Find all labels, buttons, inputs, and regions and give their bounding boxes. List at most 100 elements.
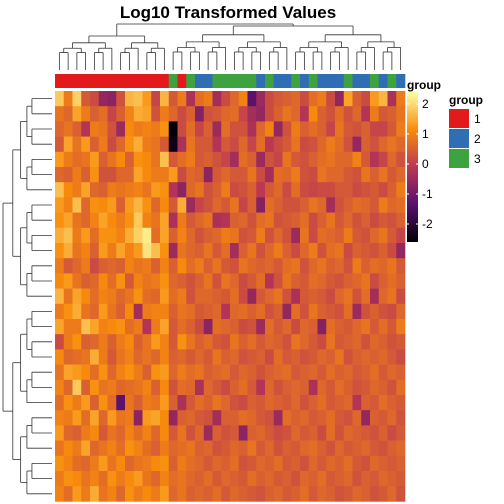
heatmap-cell	[186, 273, 196, 289]
heatmap-cell	[195, 288, 205, 305]
heatmap-cell	[90, 486, 100, 502]
heatmap-cell	[308, 182, 318, 198]
heatmap-cell	[63, 167, 73, 183]
group-annotation-cell	[151, 74, 161, 88]
heatmap-cell	[212, 243, 222, 259]
heatmap-cell	[55, 486, 65, 502]
heatmap-cell	[256, 167, 266, 183]
heatmap-cell	[195, 212, 205, 229]
heatmap-cell	[335, 440, 345, 457]
heatmap-cell	[212, 182, 222, 198]
heatmap-cell	[361, 227, 371, 244]
heatmap-cell	[63, 227, 73, 244]
heatmap-cell	[247, 486, 257, 502]
heatmap-cell	[291, 395, 301, 411]
heatmap-cell	[256, 364, 266, 381]
heatmap-cell	[282, 167, 292, 183]
heatmap-cell	[221, 151, 231, 168]
heatmap-cell	[186, 136, 196, 153]
heatmap-cell	[300, 258, 310, 274]
heatmap-cell	[230, 303, 240, 320]
heatmap-cell	[282, 212, 292, 229]
heatmap-cell	[352, 106, 362, 122]
heatmap-cell	[55, 425, 65, 441]
group-annotation-cell	[98, 74, 108, 88]
heatmap-cell	[326, 182, 336, 198]
heatmap-cell	[98, 319, 108, 335]
heatmap-cell	[142, 136, 152, 153]
colorbar-tick-label: 1	[422, 127, 429, 141]
heatmap-cell	[335, 455, 345, 472]
group-annotation-cell	[72, 74, 82, 88]
heatmap-cell	[396, 425, 406, 441]
heatmap-cell	[203, 425, 213, 441]
heatmap-cell	[247, 319, 257, 335]
heatmap-cell	[352, 121, 362, 137]
heatmap-cell	[247, 136, 257, 153]
heatmap-cell	[387, 182, 397, 198]
colorbar-tick-label: -1	[422, 187, 433, 201]
heatmap-cell	[361, 440, 371, 457]
heatmap-cell	[63, 121, 73, 137]
heatmap-cell	[90, 379, 100, 396]
heatmap-cell	[125, 288, 135, 305]
heatmap-cell	[90, 288, 100, 305]
heatmap-cell	[55, 167, 65, 183]
heatmap-cell	[378, 334, 388, 350]
heatmap-cell	[63, 334, 73, 350]
heatmap-cell	[352, 212, 362, 229]
heatmap-cell	[308, 334, 318, 350]
heatmap-cell	[133, 303, 143, 320]
heatmap-cell	[63, 319, 73, 335]
heatmap-cell	[256, 258, 266, 274]
heatmap-cell	[142, 258, 152, 274]
heatmap-cell	[195, 121, 205, 137]
heatmap-cell	[195, 151, 205, 168]
heatmap-cell	[116, 288, 126, 305]
heatmap-cell	[177, 91, 187, 107]
heatmap-cell	[168, 395, 178, 411]
heatmap-cell	[256, 395, 266, 411]
heatmap-cell	[291, 91, 301, 107]
heatmap-cell	[168, 486, 178, 502]
heatmap-cell	[72, 197, 82, 213]
heatmap-cell	[90, 197, 100, 213]
heatmap-cell	[116, 364, 126, 381]
heatmap-cell	[160, 486, 170, 502]
heatmap-cell	[221, 379, 231, 396]
heatmap-cell	[195, 471, 205, 487]
heatmap-cell	[63, 288, 73, 305]
heatmap-cell	[177, 151, 187, 168]
heatmap-cell	[238, 91, 248, 107]
heatmap-cell	[142, 288, 152, 305]
heatmap-cell	[107, 167, 117, 183]
heatmap-cell	[203, 440, 213, 457]
heatmap-cell	[291, 273, 301, 289]
heatmap-cell	[387, 243, 397, 259]
heatmap-cell	[265, 227, 275, 244]
heatmap-cell	[247, 227, 257, 244]
heatmap-cell	[90, 425, 100, 441]
heatmap-cell	[107, 349, 117, 365]
heatmap-cell	[72, 243, 82, 259]
heatmap-cell	[317, 440, 327, 457]
heatmap-cell	[221, 273, 231, 289]
heatmap-cell	[168, 243, 178, 259]
heatmap-cell	[396, 227, 406, 244]
heatmap-cell	[387, 197, 397, 213]
row-dendrogram	[2, 98, 52, 495]
heatmap-cells	[55, 91, 406, 502]
heatmap-cell	[308, 379, 318, 396]
heatmap-cell	[230, 395, 240, 411]
heatmap-cell	[370, 395, 380, 411]
heatmap-cell	[387, 440, 397, 457]
heatmap-cell	[212, 197, 222, 213]
heatmap-cell	[72, 410, 82, 426]
heatmap-cell	[186, 455, 196, 472]
heatmap-cell	[317, 227, 327, 244]
heatmap-cell	[81, 182, 91, 198]
heatmap-cell	[282, 106, 292, 122]
heatmap-cell	[168, 349, 178, 365]
heatmap-cell	[265, 151, 275, 168]
